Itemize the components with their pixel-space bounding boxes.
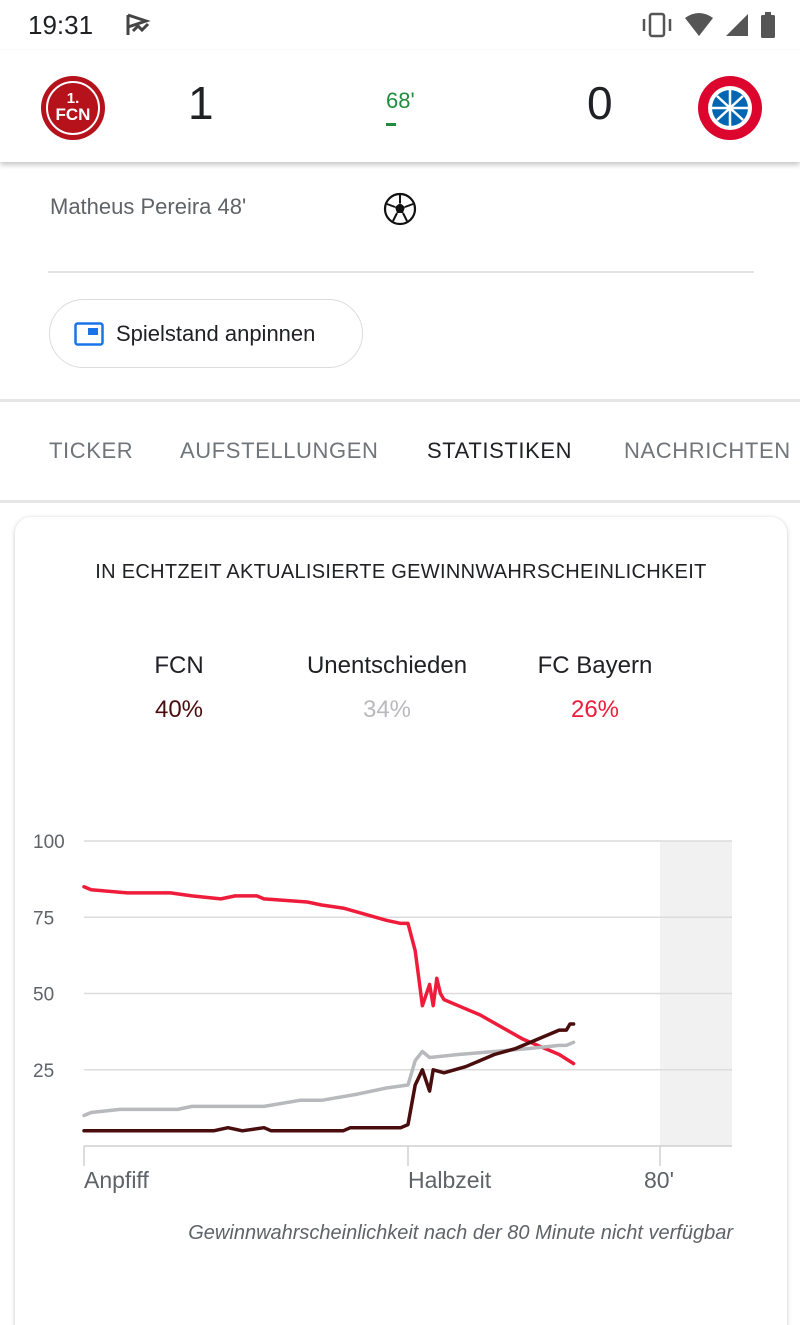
- outcome-home: FCN 40%: [59, 652, 299, 724]
- home-score: 1: [188, 77, 214, 129]
- chart-note: Gewinnwahrscheinlichkeit nach der 80 Min…: [188, 1222, 733, 1244]
- vibrate-icon: [642, 12, 672, 38]
- pin-score-label: Spielstand anpinnen: [116, 321, 316, 346]
- win-probability-card: IN ECHTZEIT AKTUALISIERTE GEWINNWAHRSCHE…: [15, 517, 787, 1325]
- series-line-unentschieden: [82, 1040, 576, 1118]
- divider: [48, 271, 754, 273]
- x-tick-label: 80': [644, 1167, 674, 1193]
- outcome-away-value: 26%: [570, 696, 620, 723]
- card-title: IN ECHTZEIT AKTUALISIERTE GEWINNWAHRSCHE…: [95, 561, 707, 583]
- outcome-draw-name: Unentschieden: [306, 652, 468, 679]
- series-line-fc-bayern: [82, 885, 576, 1066]
- outcome-away-name: FC Bayern: [537, 652, 653, 679]
- y-tick-label: 75: [33, 908, 54, 929]
- football-icon: [383, 192, 417, 226]
- away-score: 0: [587, 77, 613, 129]
- match-minute: 68': [386, 88, 415, 113]
- status-bar: 19:31: [0, 0, 800, 50]
- outcome-away: FC Bayern 26%: [475, 652, 715, 724]
- outcome-draw-value: 34%: [362, 696, 412, 723]
- goal-event-row: Matheus Pereira 48': [48, 192, 754, 226]
- tab-statistiken[interactable]: STATISTIKEN: [427, 438, 573, 463]
- cell-signal-icon: [726, 14, 748, 36]
- tab-nachrichten[interactable]: NACHRICHTEN: [624, 438, 791, 463]
- outcome-home-name: FCN: [154, 652, 204, 679]
- tab-bar: TICKER AUFSTELLUNGEN STATISTIKEN NACHRIC…: [0, 402, 800, 500]
- svg-text:FCN: FCN: [56, 105, 91, 124]
- fcn-logo-icon[interactable]: 1. FCN: [40, 75, 106, 141]
- battery-icon: [761, 12, 775, 38]
- series-line-fcn: [82, 1022, 576, 1133]
- live-indicator: [386, 123, 396, 126]
- y-tick-label: 100: [33, 832, 65, 853]
- pin-screen-icon: [74, 322, 104, 346]
- notification-flag-icon: [126, 13, 151, 35]
- tab-aufstellungen[interactable]: AUFSTELLUNGEN: [180, 438, 379, 463]
- tab-ticker[interactable]: TICKER: [49, 438, 134, 463]
- tabs-divider: [0, 500, 800, 503]
- goal-scorer: Matheus Pereira 48': [50, 194, 247, 219]
- status-icons: [640, 10, 776, 40]
- fcb-logo-icon[interactable]: [697, 75, 763, 141]
- wifi-icon: [685, 13, 713, 36]
- outcome-home-value: 40%: [154, 696, 204, 723]
- score-header: 1. FCN 1 68' 0: [0, 50, 800, 162]
- y-tick-label: 25: [33, 1061, 54, 1082]
- section-divider: [0, 399, 800, 402]
- win-probability-chart: 100 75 50 25 Anpfiff Halbzeit 80': [33, 832, 732, 1193]
- x-tick-label: Anpfiff: [84, 1167, 149, 1193]
- svg-text:1.: 1.: [67, 90, 80, 107]
- status-time: 19:31: [28, 10, 94, 40]
- pin-score-button[interactable]: Spielstand anpinnen: [49, 299, 363, 368]
- outcome-draw: Unentschieden 34%: [267, 652, 507, 724]
- x-tick-label: Halbzeit: [408, 1167, 492, 1193]
- y-tick-label: 50: [33, 985, 54, 1006]
